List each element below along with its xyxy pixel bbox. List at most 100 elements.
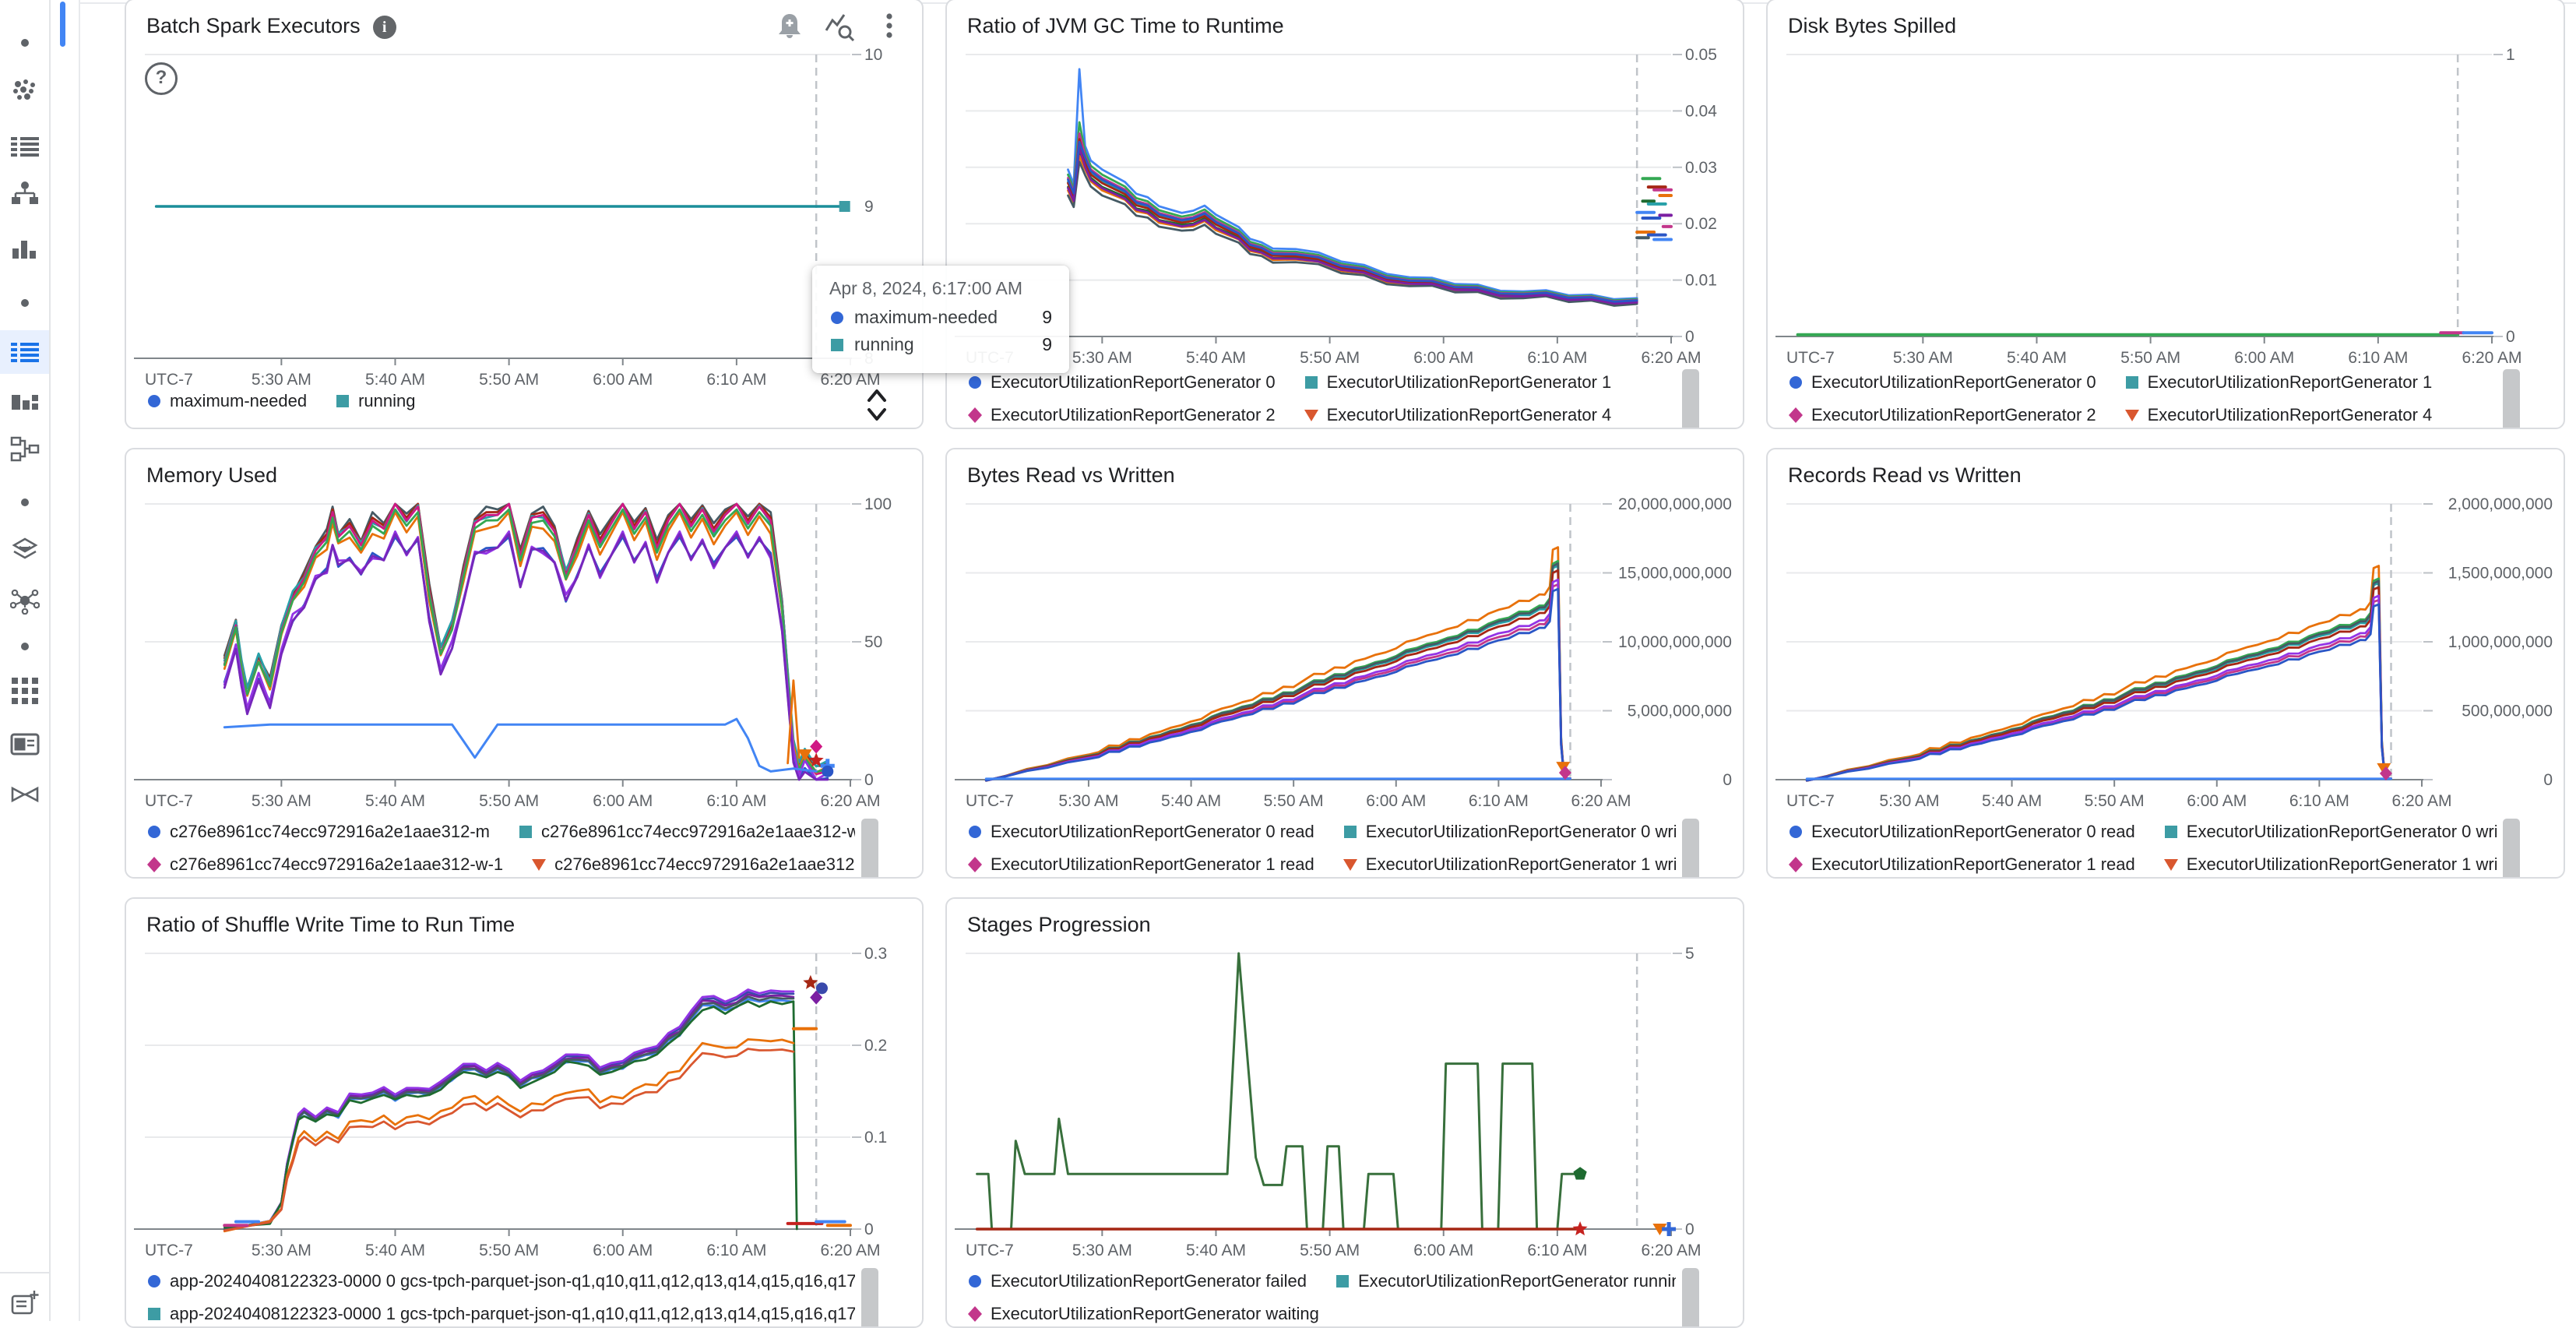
chart-canvas[interactable]: 0.050.040.030.020.010UTC-75:30 AM5:40 AM…: [947, 0, 1744, 429]
legend-diamond-icon: [1789, 407, 1803, 423]
legend-label: ExecutorUtilizationReportGenerator faile…: [991, 1271, 1307, 1291]
legend-item[interactable]: ExecutorUtilizationReportGenerator 0 rea…: [967, 822, 1314, 842]
legend-item[interactable]: ExecutorUtilizationReportGenerator waiti…: [967, 1304, 1319, 1324]
legend-item[interactable]: ExecutorUtilizationReportGenerator 4: [2124, 405, 2432, 425]
sidebar-item-apps-grid[interactable]: [0, 669, 49, 713]
compose-note-icon: [11, 1291, 38, 1315]
tooltip-row: maximum-needed 9: [829, 307, 1052, 328]
legend-item[interactable]: running: [335, 391, 415, 411]
legend-item[interactable]: ExecutorUtilizationReportGenerator 0: [967, 372, 1276, 393]
legend-tri-icon: [2124, 410, 2139, 421]
legend-scrollbar-thumb[interactable]: [1682, 819, 1699, 877]
legend-row: ExecutorUtilizationReportGenerator 0 Exec…: [967, 372, 1611, 393]
legend-item[interactable]: ExecutorUtilizationReportGenerator 1 wri…: [1343, 854, 1676, 875]
legend-item[interactable]: c276e8961cc74ecc972916a2e1aae312-w-2: [531, 854, 855, 875]
legend-label: c276e8961cc74ecc972916a2e1aae312-w-0: [541, 822, 855, 841]
y-axis-label: 0.03: [1685, 159, 1717, 177]
legend-label: ExecutorUtilizationReportGenerator 1 wri…: [1365, 854, 1676, 874]
legend-item[interactable]: ExecutorUtilizationReportGenerator 1: [1304, 372, 1611, 393]
legend-scrollbar-thumb[interactable]: [2503, 369, 2520, 428]
nav-scrollbar-thumb[interactable]: [60, 2, 65, 47]
legend-item[interactable]: ExecutorUtilizationReportGenerator 4: [1304, 405, 1611, 425]
x-axis-label: 6:00 AM: [593, 371, 653, 389]
sidebar-item-batches[interactable]: [0, 330, 49, 374]
legend-scrollbar-thumb[interactable]: [1682, 1268, 1699, 1326]
metrics-explorer-icon[interactable]: [824, 11, 855, 42]
legend-item[interactable]: ExecutorUtilizationReportGenerator 2: [967, 405, 1276, 425]
legend-label: app-20240408122323-0000 1 gcs-tpch-parqu…: [170, 1304, 855, 1323]
legend-scrollbar-thumb[interactable]: [1682, 369, 1699, 428]
legend-item[interactable]: ExecutorUtilizationReportGenerator 1 wri…: [2163, 854, 2497, 875]
unfold-more-icon[interactable]: [860, 383, 894, 428]
panel-title: Bytes Read vs Written: [967, 462, 1175, 488]
chart-canvas[interactable]: 0.3 0.2 0.1 0 UTC-7 5:30 AM 5:40 AM 5:50 AM 6:00…: [126, 899, 924, 1328]
sidebar-item-environments[interactable]: [0, 529, 49, 572]
legend-scrollbar-thumb[interactable]: [861, 1268, 878, 1326]
sidebar-item-metrics[interactable]: [0, 228, 49, 272]
x-axis-label: 6:00 AM: [593, 792, 653, 810]
legend-item[interactable]: ExecutorUtilizationReportGenerator 0 wri…: [1343, 822, 1676, 842]
panel-title-text: Bytes Read vs Written: [967, 463, 1175, 487]
panel-actions: [774, 11, 905, 42]
sidebar-item-labels[interactable]: [0, 773, 49, 816]
legend-diamond-icon: [1789, 857, 1803, 872]
add-alert-icon[interactable]: [774, 11, 805, 42]
chart-canvas[interactable]: 5 0 UTC-7 5:30 AM 5:40 AM 5:50 AM 6:00 AM 6:10 …: [947, 899, 1744, 1328]
sidebar-item-sessions[interactable]: [0, 428, 49, 471]
legend-label: ExecutorUtilizationReportGenerator waiti…: [991, 1304, 1319, 1323]
legend-diamond-icon: [968, 857, 982, 872]
y-axis-label: 5,000,000,000: [1628, 703, 1732, 720]
series-line: [984, 569, 1571, 782]
sidebar-item-workflows[interactable]: [0, 173, 49, 217]
x-axis-label: 5:40 AM: [365, 1242, 425, 1259]
panel-title: Memory Used: [146, 462, 277, 488]
legend-item[interactable]: app-20240408122323-0000 0 gcs-tpch-parqu…: [146, 1271, 855, 1291]
legend-item[interactable]: ExecutorUtilizationReportGenerator faile…: [967, 1271, 1307, 1291]
legend-item[interactable]: c276e8961cc74ecc972916a2e1aae312-w-1: [146, 854, 503, 875]
series-line: [984, 564, 1571, 782]
chart-canvas[interactable]: 20,000,000,000 15,000,000,000 10,000,000,0…: [947, 449, 1744, 879]
x-axis-label: 5:50 AM: [479, 792, 539, 810]
legend-item[interactable]: app-20240408122323-0000 1 gcs-tpch-parqu…: [146, 1304, 855, 1324]
legend-item[interactable]: ExecutorUtilizationReportGenerator 2: [1788, 405, 2096, 425]
info-icon[interactable]: i: [372, 15, 396, 39]
legend-item[interactable]: ExecutorUtilizationReportGenerator 0: [1788, 372, 2096, 393]
legend-item[interactable]: ExecutorUtilizationReportGenerator 1 rea…: [1788, 854, 2135, 875]
x-axis-label: 5:30 AM: [252, 792, 311, 810]
sidebar-item-news-card[interactable]: [0, 722, 49, 766]
labels-icon: [11, 786, 38, 803]
legend-label: ExecutorUtilizationReportGenerator 0: [1811, 372, 2096, 392]
news-card-icon: [10, 733, 39, 756]
sidebar-item-hub[interactable]: [0, 578, 49, 622]
sidebar-item-dashboard[interactable]: [0, 383, 49, 427]
legend-scrollbar-thumb[interactable]: [2503, 819, 2520, 877]
legend-item[interactable]: ExecutorUtilizationReportGenerator 0 wri…: [2163, 822, 2497, 842]
sidebar-item-clusters[interactable]: [0, 70, 49, 114]
chart-canvas[interactable]: 100 50 0 UTC-7 5:30 AM 5:40 AM 5:50 AM 6:00 AM 6…: [126, 449, 924, 879]
legend-scrollbar-thumb[interactable]: [861, 819, 878, 877]
workflows-icon: [11, 181, 38, 204]
legend-item[interactable]: ExecutorUtilizationReportGenerator runni…: [1335, 1271, 1676, 1291]
sidebar-item-compose-note[interactable]: [0, 1282, 49, 1326]
chart-canvas[interactable]: 2,000,000,000 1,500,000,000 1,000,000,000 5…: [1768, 449, 2565, 879]
legend-circle-icon: [1789, 376, 1802, 389]
legend-label: c276e8961cc74ecc972916a2e1aae312-w-1: [170, 854, 504, 874]
legend-row: ExecutorUtilizationReportGenerator faile…: [967, 1271, 1676, 1291]
x-axis-label: 6:20 AM: [820, 1242, 880, 1259]
legend-item[interactable]: ExecutorUtilizationReportGenerator 0 rea…: [1788, 822, 2135, 842]
legend-item[interactable]: ExecutorUtilizationReportGenerator 1: [2124, 372, 2432, 393]
chart-canvas[interactable]: 108UTC-75:30 AM5:40 AM5:50 AM6:00 AM6:10…: [126, 0, 924, 429]
legend-item[interactable]: maximum-needed: [146, 391, 307, 411]
x-axis-label: 6:10 AM: [706, 371, 766, 389]
chart-canvas[interactable]: 1 0 UTC-7 5:30 AM 5:40 AM 5:50 AM 6:00 AM 6:10 …: [1768, 0, 2565, 429]
legend-item[interactable]: c276e8961cc74ecc972916a2e1aae312-m: [146, 822, 490, 842]
sidebar-item-jobs-list[interactable]: [0, 125, 49, 168]
legend-item[interactable]: c276e8961cc74ecc972916a2e1aae312-w-0: [518, 822, 855, 842]
more-vert-icon[interactable]: [874, 11, 905, 42]
series-line: [1805, 582, 2392, 782]
help-icon[interactable]: ?: [145, 62, 178, 95]
legend-circle-icon: [1789, 826, 1802, 838]
legend-item[interactable]: ExecutorUtilizationReportGenerator 1 rea…: [967, 854, 1314, 875]
series-end-value: 9: [864, 198, 874, 216]
